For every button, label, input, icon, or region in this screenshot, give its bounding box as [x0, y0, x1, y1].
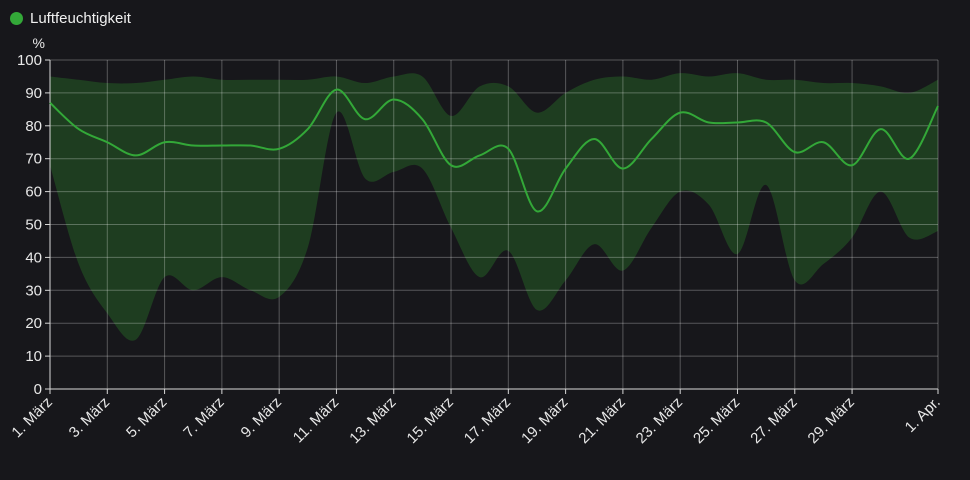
x-tick-label: 23. März	[633, 394, 686, 447]
legend-color-dot	[10, 12, 23, 25]
y-tick-label: 0	[34, 381, 42, 398]
range-band-area	[50, 73, 938, 341]
y-tick-label: 100	[17, 52, 42, 69]
legend-label: Luftfeuchtigkeit	[30, 10, 131, 27]
legend-item-luftfeuchtigkeit[interactable]: Luftfeuchtigkeit	[10, 10, 131, 27]
x-tick-label: 3. März	[66, 394, 113, 441]
x-tick-label: 9. März	[238, 394, 285, 441]
x-tick-label: 17. März	[461, 394, 514, 447]
x-tick-label: 15. März	[404, 394, 457, 447]
x-tick-label: 11. März	[290, 394, 343, 447]
y-tick-label: 20	[25, 315, 42, 332]
x-tick-label: 1. März	[8, 394, 55, 441]
x-tick-label: 27. März	[747, 394, 800, 447]
y-tick-label: 40	[25, 249, 42, 266]
x-tick-label: 13. März	[346, 394, 399, 447]
x-tick-label: 1. Apr.	[902, 394, 944, 436]
mean-series-line	[49, 88, 939, 213]
y-tick-label: 80	[25, 118, 42, 135]
y-tick-label: 30	[25, 282, 42, 299]
x-tick-label: 25. März	[690, 394, 743, 447]
x-tick-label: 19. März	[518, 394, 571, 447]
y-tick-label: 90	[25, 85, 42, 102]
y-axis-unit-label: %	[33, 35, 45, 51]
grid-lines	[49, 59, 939, 390]
y-tick-label: 60	[25, 184, 42, 201]
y-tick-label: 70	[25, 151, 42, 168]
y-tick-label: 10	[25, 348, 42, 365]
y-tick-label: 50	[25, 217, 42, 234]
x-tick-label: 21. März	[575, 394, 628, 447]
x-tick-label: 5. März	[123, 394, 170, 441]
x-tick-label: 7. März	[180, 394, 227, 441]
x-tick-label: 29. März	[805, 394, 858, 447]
